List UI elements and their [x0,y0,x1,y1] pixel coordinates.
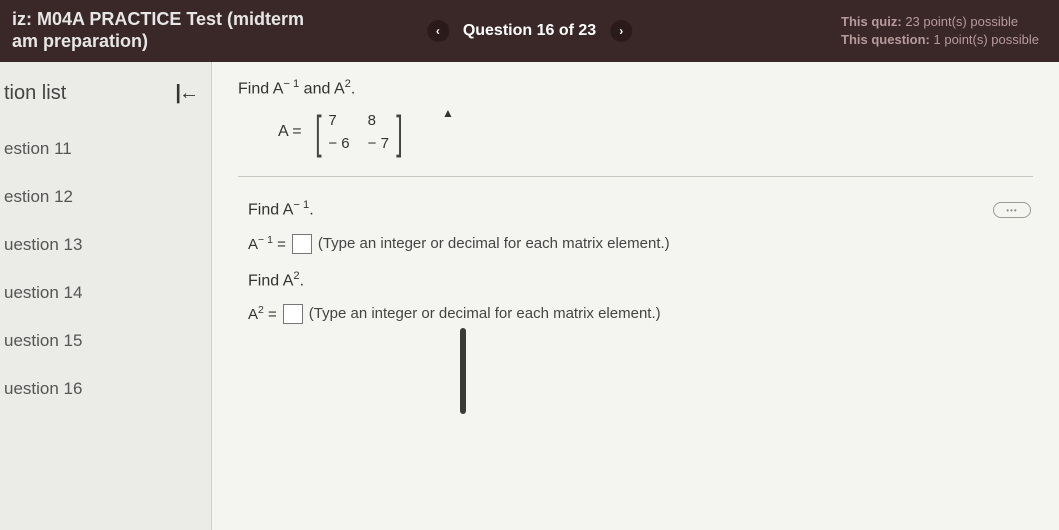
prompt-mid: and A [299,80,344,97]
sidebar-item-q11[interactable]: estion 11 [0,125,211,173]
sidebar-item-q15[interactable]: uestion 15 [0,317,211,365]
part1-heading-suffix: . [309,202,313,219]
collapse-sidebar-icon[interactable]: |← [175,82,197,105]
matrix-cell: 8 [368,112,389,129]
question-prompt: Find A− 1 and A2. [238,78,1033,98]
question-nav: ‹ Question 16 of 23 › [427,20,632,42]
part2-lhs: A2 = [248,304,277,323]
matrix-cell: − 7 [368,135,389,152]
expand-pill-button[interactable]: ••• [993,202,1031,218]
left-bracket-icon: [ [315,114,321,151]
matrix-definition: A = [ 7 8 − 6 − 7 ] [278,110,1033,154]
sidebar-item-q13[interactable]: uestion 13 [0,221,211,269]
part1-answer-input[interactable] [292,234,312,254]
prompt-text: Find A [238,80,283,97]
top-bar: iz: M04A PRACTICE Test (midterm am prepa… [0,0,1059,62]
question-points-label: This question: [841,32,930,47]
part1-lhs: A− 1 = [248,234,286,253]
part2-answer-row: A2 = (Type an integer or decimal for eac… [248,304,1033,324]
prev-question-button[interactable]: ‹ [427,20,449,42]
sidebar-header: tion list |← [0,72,211,125]
main-area: tion list |← estion 11 estion 12 uestion… [0,62,1059,530]
points-info: This quiz: 23 point(s) possible This que… [841,13,1047,49]
quiz-title: iz: M04A PRACTICE Test (midterm am prepa… [12,9,342,52]
divider [238,176,1033,177]
part2-heading-suffix: . [300,272,304,289]
scroll-up-icon[interactable]: ▲ [442,106,454,120]
sidebar-item-q14[interactable]: uestion 14 [0,269,211,317]
prompt-suffix: . [351,80,355,97]
matrix-cell: − 6 [328,135,349,152]
matrix-A: [ 7 8 − 6 − 7 ] [312,110,406,154]
scroll-track-indicator[interactable] [460,328,466,414]
part2-answer-input[interactable] [283,304,303,324]
sidebar-title: tion list [4,82,66,105]
quiz-points-value: 23 point(s) possible [905,14,1018,29]
prompt-exp1: − 1 [283,78,299,90]
sidebar-item-q16[interactable]: uestion 16 [0,365,211,413]
quiz-title-line2: am preparation) [12,31,148,51]
part1-heading: Find A− 1. [248,199,1033,219]
next-question-button[interactable]: › [610,20,632,42]
question-content: ▲ Find A− 1 and A2. A = [ 7 8 − 6 − 7 ] … [212,62,1059,530]
part2-hint: (Type an integer or decimal for each mat… [309,305,661,322]
matrix-cell: 7 [328,112,349,129]
question-counter: Question 16 of 23 [463,22,596,40]
part2-heading: Find A2. [248,270,1033,290]
part1-hint: (Type an integer or decimal for each mat… [318,235,670,252]
quiz-points-label: This quiz: [841,14,902,29]
part1-heading-exp: − 1 [293,199,309,211]
part2-heading-prefix: Find A [248,272,293,289]
quiz-title-line1: iz: M04A PRACTICE Test (midterm [12,9,304,29]
part1-answer-row: A− 1 = (Type an integer or decimal for e… [248,234,1033,254]
sidebar-item-q12[interactable]: estion 12 [0,173,211,221]
part1-heading-prefix: Find A [248,202,293,219]
right-bracket-icon: ] [396,114,402,151]
matrix-label: A = [278,123,302,141]
question-list-sidebar: tion list |← estion 11 estion 12 uestion… [0,62,212,530]
question-points-value: 1 point(s) possible [934,32,1040,47]
